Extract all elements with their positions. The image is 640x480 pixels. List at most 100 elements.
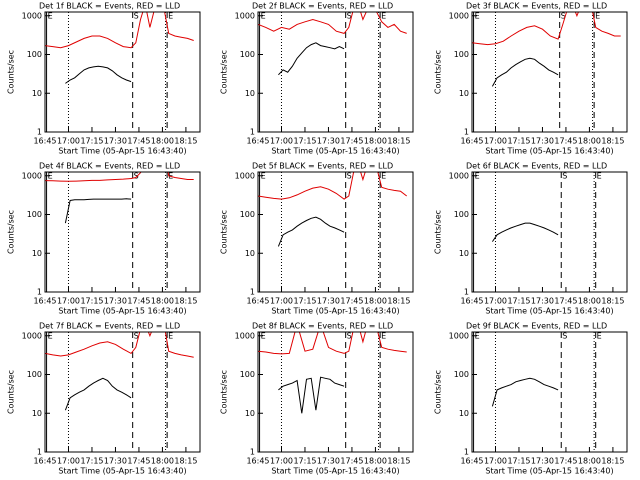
x-tick-label: 17:30 [531, 137, 554, 146]
x-tick-label: 17:30 [104, 297, 127, 306]
marker-label: E [475, 12, 480, 21]
y-tick-label: 1 [250, 288, 255, 297]
marker-label: S [562, 332, 567, 341]
x-tick-label: 17:15 [80, 457, 103, 466]
x-axis-label: Start Time (05-Apr-15 16:43:40) [485, 467, 613, 476]
x-tick-label: 18:00 [578, 457, 601, 466]
x-tick-label: 17:00 [484, 297, 507, 306]
x-tick-label: 17:45 [340, 297, 363, 306]
x-tick-label: 18:00 [364, 457, 387, 466]
marker-label: S [347, 12, 352, 21]
x-tick-label: 17:00 [270, 297, 293, 306]
x-axis-label: Start Time (05-Apr-15 16:43:40) [58, 307, 186, 316]
x-tick-label: 16:45 [246, 297, 269, 306]
marker-label: S [561, 12, 566, 21]
panel-title: Det 1f BLACK = Events, RED = LLD [39, 2, 180, 11]
y-tick-label: 100 [454, 370, 469, 379]
x-tick-label: 18:00 [364, 137, 387, 146]
y-tick-label: 1000 [449, 331, 469, 340]
x-tick-label: 16:45 [460, 297, 483, 306]
marker-label: E [595, 12, 600, 21]
series-line [278, 376, 345, 414]
y-tick-label: 1000 [235, 11, 255, 20]
x-tick-label: 17:00 [57, 297, 80, 306]
y-tick-label: 100 [454, 50, 469, 59]
x-axis-label: Start Time (05-Apr-15 16:43:40) [271, 147, 399, 156]
series-line [45, 332, 194, 358]
y-tick-label: 10 [459, 249, 469, 258]
plot-frame [257, 171, 414, 293]
y-tick-label: 1000 [22, 171, 42, 180]
x-tick-label: 17:00 [57, 137, 80, 146]
marker-label: S [347, 172, 352, 181]
y-tick-label: 1000 [449, 171, 469, 180]
y-tick-label: 1 [37, 128, 42, 137]
x-axis-label: Start Time (05-Apr-15 16:43:40) [58, 147, 186, 156]
panel-title: Det 7f BLACK = Events, RED = LLD [39, 322, 180, 331]
x-tick-label: 18:00 [151, 297, 174, 306]
x-tick-label: 17:00 [57, 457, 80, 466]
marker-label: E [261, 332, 266, 341]
x-axis-label: Start Time (05-Apr-15 16:43:40) [485, 147, 613, 156]
x-tick-label: 18:00 [578, 297, 601, 306]
x-tick-label: 18:15 [601, 457, 624, 466]
y-tick-label: 10 [32, 409, 42, 418]
plot-frame [471, 331, 628, 453]
x-tick-label: 16:45 [460, 457, 483, 466]
panel: Det 7f BLACK = Events, RED = LLD Start Ti… [7, 322, 201, 476]
y-tick-label: 1 [250, 128, 255, 137]
marker-label: S [134, 12, 139, 21]
y-axis-label: Counts/sec [7, 210, 16, 254]
panel: Det 6f BLACK = Events, RED = LLD Start Ti… [434, 162, 628, 316]
x-tick-label: 17:15 [80, 297, 103, 306]
marker-label: E [48, 172, 53, 181]
x-tick-label: 16:45 [246, 137, 269, 146]
x-tick-label: 17:15 [293, 297, 316, 306]
plot-frame [471, 171, 628, 293]
y-tick-label: 1000 [449, 11, 469, 20]
x-tick-label: 17:45 [554, 297, 577, 306]
x-tick-label: 18:15 [174, 297, 197, 306]
series-line [258, 332, 407, 355]
x-tick-label: 17:30 [317, 457, 340, 466]
y-axis-label: Counts/sec [220, 210, 229, 254]
series-line [491, 57, 559, 87]
marker-label: E [261, 12, 266, 21]
y-tick-label: 10 [245, 249, 255, 258]
series-line [472, 12, 621, 46]
plot-frame [257, 11, 414, 133]
panel: Det 8f BLACK = Events, RED = LLD Start Ti… [220, 322, 414, 476]
marker-label: S [134, 332, 139, 341]
y-tick-label: 1 [37, 448, 42, 457]
y-axis-label: Counts/sec [7, 370, 16, 414]
x-axis-label: Start Time (05-Apr-15 16:43:40) [58, 467, 186, 476]
y-tick-label: 1000 [235, 171, 255, 180]
panel-title: Det 6f BLACK = Events, RED = LLD [466, 162, 607, 171]
series-line [491, 377, 559, 407]
y-tick-label: 100 [240, 210, 255, 219]
y-axis-label: Counts/sec [434, 370, 443, 414]
panel: Det 9f BLACK = Events, RED = LLD Start Ti… [434, 322, 628, 476]
y-tick-label: 10 [459, 89, 469, 98]
x-tick-label: 17:00 [270, 137, 293, 146]
y-tick-label: 100 [27, 210, 42, 219]
x-tick-label: 18:00 [364, 297, 387, 306]
panel-title: Det 4f BLACK = Events, RED = LLD [39, 162, 180, 171]
y-tick-label: 10 [32, 249, 42, 258]
panel-title: Det 2f BLACK = Events, RED = LLD [252, 2, 393, 11]
x-tick-label: 16:45 [33, 137, 56, 146]
series-line [491, 222, 559, 242]
marker-label: E [597, 332, 602, 341]
x-tick-label: 16:45 [33, 457, 56, 466]
y-axis-label: Counts/sec [220, 50, 229, 94]
y-tick-label: 1000 [22, 11, 42, 20]
x-tick-label: 18:15 [601, 297, 624, 306]
series-line [277, 216, 345, 247]
x-tick-label: 18:15 [387, 137, 410, 146]
panel: Det 5f BLACK = Events, RED = LLD Start Ti… [220, 162, 414, 316]
x-tick-label: 18:15 [387, 457, 410, 466]
y-tick-label: 1000 [22, 331, 42, 340]
series-line [64, 377, 132, 411]
x-tick-label: 18:15 [174, 457, 197, 466]
